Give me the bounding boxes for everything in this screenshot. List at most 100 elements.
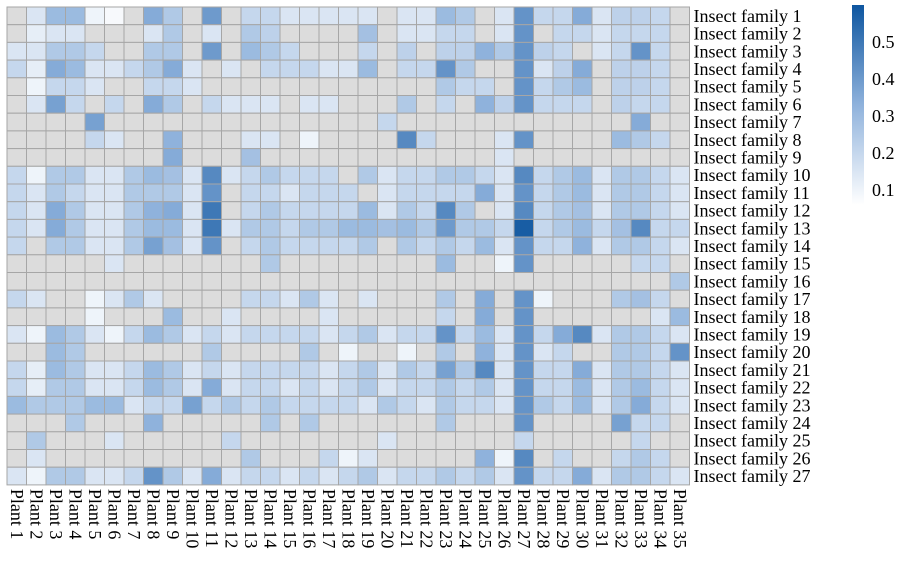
heatmap-cell [611, 431, 632, 450]
heatmap-cell [669, 77, 690, 97]
row-label: Insect family 3 [694, 41, 802, 61]
heatmap-cell [591, 148, 612, 167]
heatmap-cell [299, 95, 320, 114]
heatmap-cell [416, 272, 437, 291]
heatmap-cell [455, 395, 476, 415]
row-label: Insect family 25 [694, 431, 811, 451]
heatmap-cell [338, 378, 359, 397]
column-label: Plant 17 [319, 489, 339, 549]
column-label: Plant 35 [670, 489, 690, 549]
heatmap-cell [143, 201, 164, 220]
heatmap-cell [357, 307, 378, 327]
heatmap-cell [572, 41, 593, 61]
heatmap-cell [26, 183, 47, 203]
heatmap-cell [357, 466, 378, 486]
heatmap-cell [357, 59, 378, 79]
heatmap-cell [104, 95, 125, 114]
heatmap-cell [104, 59, 125, 79]
heatmap-cell [396, 24, 417, 43]
heatmap-cell [669, 148, 690, 167]
heatmap-cell [260, 59, 281, 79]
heatmap-cell [299, 218, 320, 238]
heatmap-cell [474, 130, 495, 150]
heatmap-cell [318, 183, 339, 203]
heatmap-cell [162, 130, 183, 150]
heatmap-cell [318, 342, 339, 362]
heatmap-cell [435, 130, 456, 150]
heatmap-cell [162, 112, 183, 132]
heatmap-cell [396, 272, 417, 291]
heatmap-cell [338, 6, 359, 26]
heatmap-cell [299, 183, 320, 203]
heatmap-cell [474, 325, 495, 344]
heatmap-cell [357, 112, 378, 132]
heatmap-cell [240, 360, 261, 380]
heatmap-cell [669, 449, 690, 468]
heatmap-cell [104, 449, 125, 468]
heatmap-cell [221, 59, 242, 79]
heatmap-cell [143, 342, 164, 362]
heatmap-cell [494, 254, 515, 274]
heatmap-cell [318, 325, 339, 344]
heatmap-cell [669, 130, 690, 150]
heatmap-cell [279, 449, 300, 468]
column-label: Plant 3 [46, 489, 66, 540]
heatmap-cell [260, 395, 281, 415]
heatmap-cell [123, 342, 144, 362]
heatmap-cell [435, 325, 456, 344]
heatmap-cell [201, 77, 222, 97]
column-label: Plant 4 [65, 489, 85, 540]
column-label: Plant 12 [221, 489, 241, 549]
heatmap-cell [396, 449, 417, 468]
heatmap-cell [474, 183, 495, 203]
heatmap-cell [591, 449, 612, 468]
heatmap-cell [240, 218, 261, 238]
heatmap-cell [611, 254, 632, 274]
heatmap-cell [494, 395, 515, 415]
heatmap-cell [338, 395, 359, 415]
heatmap-cell [533, 449, 554, 468]
heatmap-cell [591, 6, 612, 26]
heatmap-cell [630, 395, 651, 415]
heatmap-cell [162, 95, 183, 114]
heatmap-cell [6, 360, 27, 380]
heatmap-cell [669, 112, 690, 132]
heatmap-cell [84, 165, 105, 185]
heatmap-cell [201, 41, 222, 61]
heatmap-cell [494, 360, 515, 380]
heatmap-cell [6, 342, 27, 362]
heatmap-cell [572, 59, 593, 79]
heatmap-cell [435, 218, 456, 238]
heatmap-cell [299, 431, 320, 450]
heatmap-cell [572, 395, 593, 415]
heatmap-cell [552, 307, 573, 327]
heatmap-cell [84, 201, 105, 220]
heatmap-cell [357, 378, 378, 397]
heatmap-cell [572, 77, 593, 97]
heatmap-cell [45, 59, 66, 79]
heatmap-cell [65, 395, 86, 415]
column-label: Plant 28 [533, 489, 553, 549]
column-label: Plant 8 [143, 489, 163, 540]
heatmap-cell [591, 272, 612, 291]
heatmap-cell [45, 41, 66, 61]
heatmap-cell [26, 289, 47, 309]
heatmap-cell [455, 95, 476, 114]
heatmap-cell [221, 466, 242, 486]
heatmap-cell [299, 148, 320, 167]
heatmap-cell [260, 24, 281, 43]
heatmap-cell [45, 431, 66, 450]
heatmap-cell [513, 342, 534, 362]
heatmap-cell [435, 307, 456, 327]
heatmap-cell [572, 431, 593, 450]
heatmap-cell [455, 431, 476, 450]
heatmap-cell [669, 378, 690, 397]
heatmap-cell [474, 360, 495, 380]
heatmap-cell [338, 130, 359, 150]
heatmap-cell [494, 77, 515, 97]
heatmap-cell [143, 395, 164, 415]
heatmap-cell [45, 130, 66, 150]
heatmap-cell [396, 41, 417, 61]
heatmap-cell [416, 165, 437, 185]
row-label: Insect family 16 [694, 271, 811, 291]
